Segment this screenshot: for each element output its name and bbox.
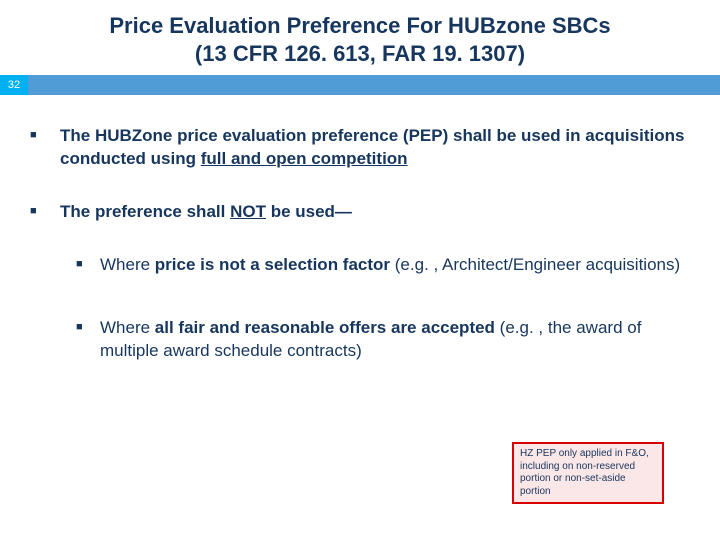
- sub-bullet-1: ■ Where price is not a selection factor …: [76, 254, 690, 277]
- content-area: ■ The HUBZone price evaluation preferenc…: [0, 95, 720, 363]
- sub1-bold: price is not a selection factor: [155, 255, 390, 274]
- sub2-pre: Where: [100, 318, 155, 337]
- bullet-2-pre: The preference shall: [60, 202, 230, 221]
- note-callout: HZ PEP only applied in F&O, including on…: [512, 442, 664, 504]
- sub1-pre: Where: [100, 255, 155, 274]
- bullet-marker-icon: ■: [76, 254, 100, 277]
- sub-bullet-2-text: Where all fair and reasonable offers are…: [100, 317, 690, 363]
- sub-bullet-2: ■ Where all fair and reasonable offers a…: [76, 317, 690, 363]
- slide-title: Price Evaluation Preference For HUBzone …: [0, 0, 720, 75]
- sub2-bold: all fair and reasonable offers are accep…: [155, 318, 495, 337]
- bullet-2-underline: NOT: [230, 202, 266, 221]
- bullet-2-post: be used—: [266, 202, 352, 221]
- title-line-2: (13 CFR 126. 613, FAR 19. 1307): [195, 41, 525, 66]
- bullet-1: ■ The HUBZone price evaluation preferenc…: [30, 125, 690, 171]
- bullet-2: ■ The preference shall NOT be used—: [30, 201, 690, 224]
- bullet-marker-icon: ■: [30, 201, 60, 224]
- bullet-1-underline: full and open competition: [201, 149, 408, 168]
- bullet-marker-icon: ■: [30, 125, 60, 171]
- bullet-2-text: The preference shall NOT be used—: [60, 201, 690, 224]
- title-line-1: Price Evaluation Preference For HUBzone …: [109, 13, 610, 38]
- sub1-post: (e.g. , Architect/Engineer acquisitions): [390, 255, 680, 274]
- sub-bullet-1-text: Where price is not a selection factor (e…: [100, 254, 690, 277]
- page-bar: 32: [0, 75, 720, 95]
- page-number: 32: [0, 75, 28, 95]
- bullet-1-text: The HUBZone price evaluation preference …: [60, 125, 690, 171]
- bullet-marker-icon: ■: [76, 317, 100, 363]
